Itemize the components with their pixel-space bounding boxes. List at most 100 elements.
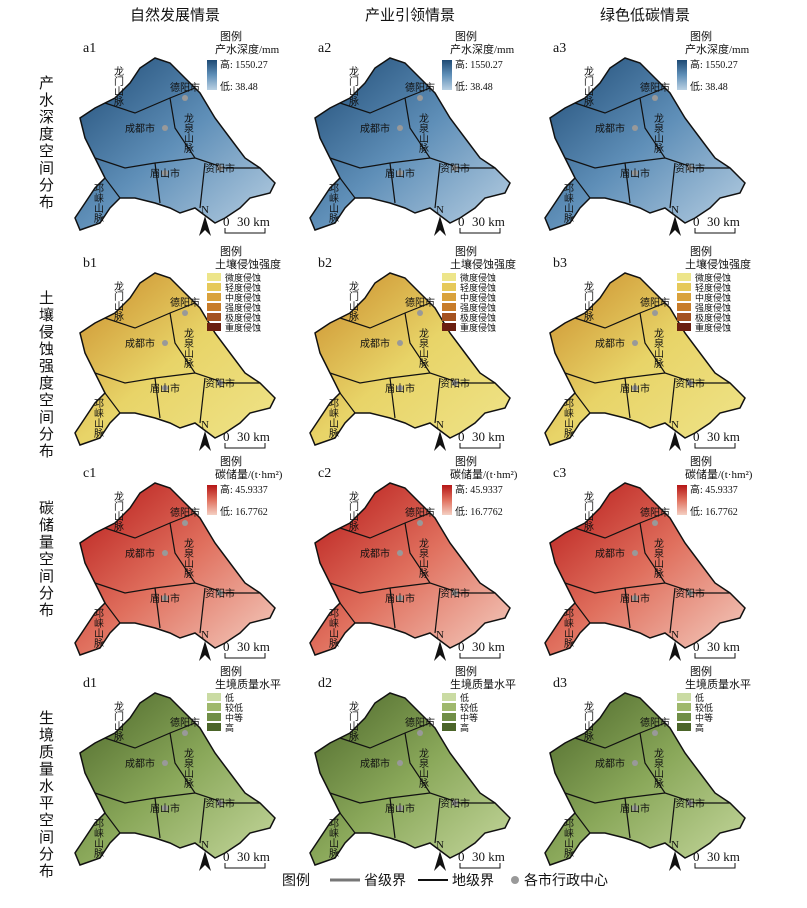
mountain-label: 邛崃山脉 [92,608,104,648]
panel-id: c2 [318,466,331,481]
mountain-label: 邛崃山脉 [92,398,104,438]
mountain-label: 邛崃山脉 [92,183,104,223]
footer-title: 图例 [282,873,310,889]
city-center [687,590,693,596]
city-center [652,520,658,526]
legend-item: 中度侵蚀 [460,292,496,303]
legend-low: 低: 38.48 [455,80,493,93]
mountain-label: 龙泉山脉 [417,327,429,368]
boundary [624,377,631,419]
region [544,482,746,656]
legend-item: 低 [460,692,469,703]
legend-item: 重度侵蚀 [460,322,496,333]
legend-swatch [207,303,221,311]
north-label: N [201,839,209,851]
scale-zero: 0 [458,639,465,654]
legend-item: 轻度侵蚀 [695,282,731,293]
legend-subtitle: 碳储量/(t·hm²) [685,467,753,481]
mountain-label: 龙泉山脉 [182,327,194,368]
legend-swatch [207,293,221,301]
mountain-label: 龙门山脉 [112,65,124,106]
legend-subtitle: 碳储量/(t·hm²) [450,467,518,481]
legend-low: 低: 38.48 [220,80,258,93]
city-label: 成都市 [360,757,390,770]
city-label: 眉山市 [385,167,415,180]
boundary [339,812,356,834]
city-center [162,385,168,391]
city-center [162,550,168,556]
city-label: 资阳市 [675,377,705,390]
city-center [217,590,223,596]
city-label: 德阳市 [405,506,435,519]
north-label: N [201,419,209,431]
city-label: 德阳市 [170,296,200,309]
scale-zero: 0 [458,214,465,229]
city-label: 资阳市 [205,377,235,390]
north-label: N [671,419,679,431]
legend-swatch [207,703,221,711]
panel-id: b1 [83,256,97,271]
mountain-label: 龙门山脉 [347,65,359,106]
legend-item: 高 [695,722,704,733]
city-center [397,760,403,766]
north-label: N [201,204,209,216]
mountain-label: 龙泉山脉 [182,112,194,153]
boundary [564,792,666,804]
mountain-label: 龙门山脉 [347,280,359,321]
mountain-label: 龙泉山脉 [417,112,429,153]
legend-swatch [442,303,456,311]
legend-item: 重度侵蚀 [225,322,261,333]
city-label: 成都市 [125,122,155,135]
legend-swatch [442,323,456,331]
legend-ramp [677,485,687,515]
mountain-label: 龙泉山脉 [182,537,194,578]
mountain-label: 邛崃山脉 [562,608,574,648]
boundary [154,797,161,839]
legend-item: 中度侵蚀 [695,292,731,303]
city-label: 资阳市 [440,377,470,390]
city-label: 眉山市 [385,802,415,815]
boundary [669,162,676,209]
boundary [624,587,631,629]
city-label: 成都市 [125,547,155,560]
boundary [339,87,431,114]
boundary [199,162,206,209]
boundary [669,587,676,634]
legend-item: 极度侵蚀 [695,312,731,323]
legend-swatch [442,723,456,731]
legend-ramp [442,485,452,515]
legend-ramp [677,60,687,90]
boundary [104,177,121,199]
city-center [162,805,168,811]
scale-bar [224,443,266,449]
boundary [199,377,206,424]
region [309,482,511,656]
legend-item: 较低 [695,702,713,713]
city-label: 资阳市 [675,162,705,175]
boundary [329,157,431,169]
north-label: N [201,629,209,641]
boundary [104,812,121,834]
legend-swatch [677,703,691,711]
legend-swatch [677,303,691,311]
north-label: N [436,204,444,216]
boundary [199,587,206,634]
city-label: 眉山市 [150,592,180,605]
city-label: 德阳市 [170,81,200,94]
mountain-label: 龙门山脉 [582,700,594,741]
legend-item: 微度侵蚀 [695,272,731,283]
scale-bar [694,443,736,449]
north-arrow [434,851,446,871]
legend-ramp [442,60,452,90]
legend-title: 图例 [690,244,712,258]
row-label: 产水深度空间分布 [37,75,54,211]
city-center [182,520,188,526]
boundary [329,792,431,804]
city-center [217,800,223,806]
north-label: N [436,839,444,851]
city-center [652,730,658,736]
boundary [624,162,631,204]
city-label: 成都市 [595,757,625,770]
legend-swatch [442,713,456,721]
